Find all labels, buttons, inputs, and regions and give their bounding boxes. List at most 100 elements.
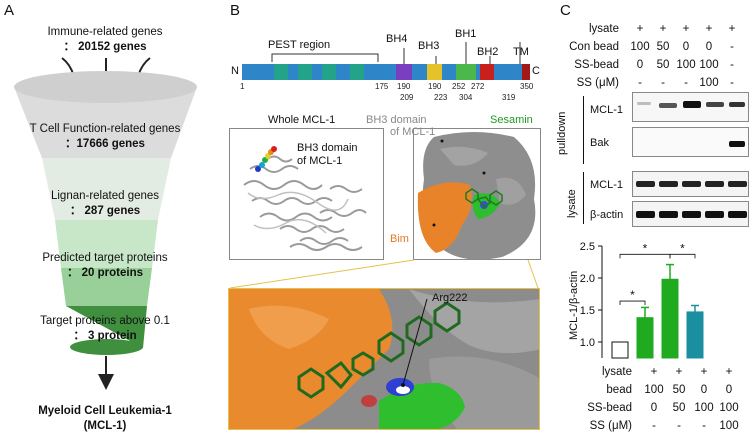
bar	[661, 278, 679, 359]
blot-mcl1-pulldown	[632, 92, 749, 122]
tm-segment	[522, 64, 530, 80]
pulldown-group-label: pulldown	[556, 111, 568, 155]
blot-label-bak: Bak	[590, 137, 609, 149]
cell: -	[730, 59, 734, 71]
cell: +	[650, 366, 658, 378]
cell: 100	[694, 402, 714, 414]
cell: -	[702, 420, 706, 432]
cell: 0	[650, 402, 658, 414]
cell: 0	[682, 41, 690, 53]
zoomed-surface-image	[229, 289, 539, 429]
bh3-label: BH3	[418, 40, 440, 52]
blot-actin	[632, 201, 749, 227]
lysate-group-label: lysate	[566, 189, 578, 218]
cell: 0	[725, 384, 733, 396]
bar	[611, 341, 629, 359]
cell: +	[700, 366, 708, 378]
y-tick-label: 2.5	[580, 241, 595, 253]
pos-272: 272	[471, 82, 485, 91]
funnel-level-4	[61, 268, 152, 306]
cell: 50	[672, 402, 686, 414]
cell: +	[682, 23, 690, 35]
chart-y-axis-label: MCL-1/β-actin	[568, 270, 580, 340]
funnel-level-1	[14, 87, 197, 158]
y-tick-label: 2.0	[580, 273, 595, 285]
y-tick-label: 1.0	[580, 337, 595, 349]
significance-star: *	[643, 241, 648, 255]
zoom-connectors	[229, 259, 539, 289]
cell: 100	[676, 59, 696, 71]
cell: +	[675, 366, 683, 378]
cell: 100	[719, 420, 739, 432]
cell: -	[730, 41, 734, 53]
whole-mcl1-title: Whole MCL-1	[268, 114, 336, 126]
blot-label-mcl1-pulldown: MCL-1	[590, 104, 624, 116]
blot-label-actin: β-actin	[590, 209, 624, 221]
cell: -	[730, 77, 734, 89]
cell: +	[659, 23, 667, 35]
cell: +	[705, 23, 713, 35]
whole-mcl1-panel	[229, 128, 384, 260]
bh3-surface-panel	[413, 128, 541, 260]
cell: 100	[644, 384, 664, 396]
cell: 100	[699, 77, 719, 89]
cell: 100	[719, 402, 739, 414]
bh2-segment	[480, 64, 494, 80]
cell: 100	[699, 59, 719, 71]
blot-bak	[632, 127, 749, 157]
funnel-level-5-text: Target proteins above 0.1 ： 3 protein	[40, 315, 170, 342]
funnel-graphic	[14, 57, 197, 390]
bh1-segment	[456, 64, 476, 80]
bottom-label-lysate: lysate	[601, 366, 632, 378]
cell: 0	[705, 41, 713, 53]
sesamin-label: Sesamin	[490, 114, 533, 126]
bar	[686, 311, 704, 359]
cell: +	[725, 366, 733, 378]
pos-190: 190	[397, 82, 411, 91]
row-label-lysate: lysate	[588, 23, 619, 35]
pos-252: 252	[452, 82, 466, 91]
c-terminus-label: C	[532, 65, 540, 77]
bottom-label-ss: SS (μM)	[589, 420, 632, 432]
cell: +	[636, 23, 644, 35]
funnel-rim	[14, 71, 197, 103]
pest-label: PEST region	[268, 39, 331, 51]
significance-bracket	[619, 300, 646, 306]
funnel-bottom	[70, 339, 143, 355]
bh4-label: BH4	[386, 33, 408, 45]
funnel-level-2	[42, 158, 171, 220]
n-terminus-label: N	[231, 65, 239, 77]
mcl1-ratio-bar-chart: 1.0 1.5 2.0 2.5 * * *	[580, 241, 704, 359]
pos-190b: 190	[428, 82, 442, 91]
y-tick-label: 1.5	[580, 305, 595, 317]
bottom-label-ss-bead: SS-bead	[587, 402, 632, 414]
bh2-label: BH2	[477, 46, 499, 58]
cell: 100	[630, 41, 650, 53]
zoomed-binding-panel	[228, 288, 540, 430]
pos-319: 319	[502, 93, 516, 102]
cell: +	[728, 23, 736, 35]
arg222-label: Arg222	[432, 292, 468, 304]
funnel-level-4-text: Predicted target proteins ： 20 proteins	[42, 252, 168, 279]
funnel-level-3	[55, 220, 158, 268]
ribbon-structure-image	[243, 146, 367, 251]
funnel-level-3-text: Lignan-related genes ： 287 genes	[50, 190, 160, 217]
bh3-segment	[427, 64, 442, 80]
pos-304: 304	[459, 93, 473, 102]
domain-map	[242, 42, 530, 80]
pulldown-bracket	[583, 96, 584, 164]
funnel-result-text: Myeloid Cell Leukemia-1 (MCL-1)	[38, 405, 172, 432]
funnel-level-1-text: Immune-related genes ： 20152 genes	[47, 26, 163, 53]
pos-1: 1	[240, 82, 245, 91]
pos-175: 175	[375, 82, 389, 91]
blot-label-mcl1-lysate: MCL-1	[590, 179, 624, 191]
lysate-bracket	[583, 172, 584, 224]
panel-a-label: A	[4, 2, 15, 19]
cell: -	[677, 420, 681, 432]
tm-label: TM	[513, 46, 529, 58]
row-label-ss: SS (μM)	[576, 77, 619, 89]
bh3-callout: BH3 domain of MCL-1	[297, 142, 358, 167]
significance-bracket	[669, 253, 696, 259]
bh4-segment	[396, 64, 412, 80]
cell: 0	[636, 59, 644, 71]
